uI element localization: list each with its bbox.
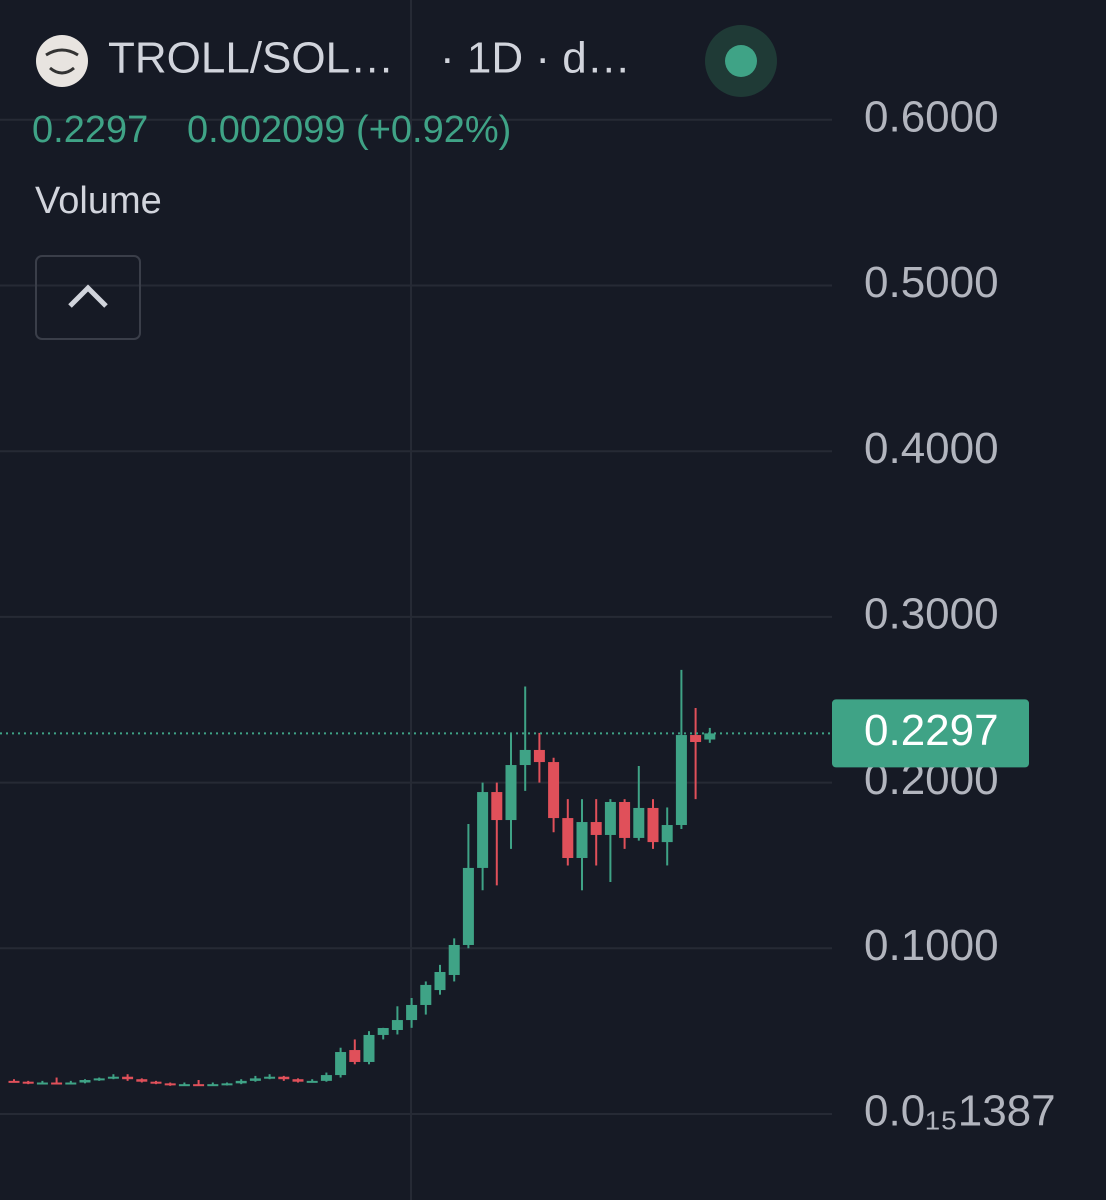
candle-body (349, 1050, 361, 1062)
candle-body (363, 1034, 375, 1062)
candle-body (264, 1076, 276, 1079)
candle-body (562, 818, 574, 858)
candle-body (51, 1082, 63, 1085)
candle-body (306, 1080, 318, 1083)
candle-body (22, 1081, 34, 1084)
candle-body (434, 971, 446, 991)
y-tick-label: 0.1000 (864, 921, 999, 970)
candle-body (249, 1078, 261, 1081)
y-tick-label: 0.5000 (864, 258, 999, 307)
candle-body (604, 801, 616, 835)
candle-body (207, 1084, 219, 1087)
candle-body (548, 762, 560, 819)
header: TROLL/SOL… · 1D · d… 0.2297 0.002099 (+0… (32, 25, 777, 340)
candle-body (93, 1078, 105, 1081)
candle-body (178, 1084, 190, 1087)
candle-body (519, 749, 531, 766)
status-dot (725, 45, 757, 77)
price-label: 0.2297 (864, 706, 999, 755)
candle-body (235, 1080, 247, 1084)
candle-body (661, 825, 673, 843)
chevron-icon (68, 284, 108, 308)
y-tick-label: 0.0₁₅1387 (864, 1087, 1056, 1136)
candle-body (675, 735, 687, 826)
symbol: TROLL/SOL… (108, 34, 394, 83)
candle-body (164, 1083, 176, 1086)
candle-body (292, 1079, 304, 1082)
candle-body (590, 822, 602, 835)
candle-body (107, 1076, 119, 1079)
candle-body (406, 1004, 418, 1021)
candle-body (619, 801, 631, 838)
y-tick-label: 0.3000 (864, 590, 999, 639)
candle-body (335, 1052, 347, 1076)
candle-body (79, 1080, 91, 1083)
candle-body (136, 1079, 148, 1082)
price-label-box (832, 699, 1029, 768)
price-change: 0.002099 (+0.92%) (187, 109, 511, 151)
candle-body (122, 1076, 134, 1080)
candle-body (704, 733, 716, 740)
candle-body (505, 765, 517, 821)
candle-body (690, 735, 702, 743)
y-tick-label: 0.6000 (864, 92, 999, 141)
candle-body (448, 944, 460, 975)
candle-body (193, 1084, 205, 1087)
collapse-button[interactable] (35, 255, 141, 340)
candle-body (420, 984, 432, 1005)
icon-face (45, 48, 79, 75)
candle-body (391, 1020, 403, 1030)
candle-body (477, 792, 489, 868)
candle-body (647, 807, 659, 843)
candle-body (377, 1028, 389, 1035)
candle-body (320, 1075, 332, 1081)
y-tick-label: 0.4000 (864, 424, 999, 473)
candle-body (633, 807, 645, 838)
candle-body (8, 1080, 20, 1083)
candle-body (150, 1081, 162, 1084)
candle-body (533, 749, 545, 763)
candle-body (65, 1082, 77, 1085)
candle-body (278, 1076, 290, 1080)
candle-body (36, 1082, 48, 1085)
plot (0, 118, 832, 1116)
candle-body (576, 822, 588, 858)
symbol-icon (36, 35, 88, 87)
indicator-label: Volume (35, 180, 162, 222)
last-price: 0.2297 (32, 109, 148, 151)
candle-body (491, 792, 503, 821)
candle-body (221, 1083, 233, 1086)
candle-body (462, 867, 474, 945)
interval: · 1D · d… (440, 34, 631, 83)
